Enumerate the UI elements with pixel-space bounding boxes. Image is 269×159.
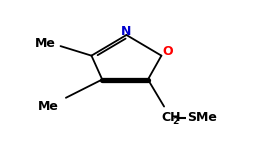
Text: O: O	[163, 45, 174, 58]
Text: CH: CH	[161, 111, 181, 124]
Text: 2: 2	[173, 117, 179, 126]
Text: SMe: SMe	[187, 111, 217, 124]
Text: Me: Me	[38, 100, 59, 113]
Text: N: N	[121, 24, 132, 38]
Text: Me: Me	[35, 37, 56, 50]
